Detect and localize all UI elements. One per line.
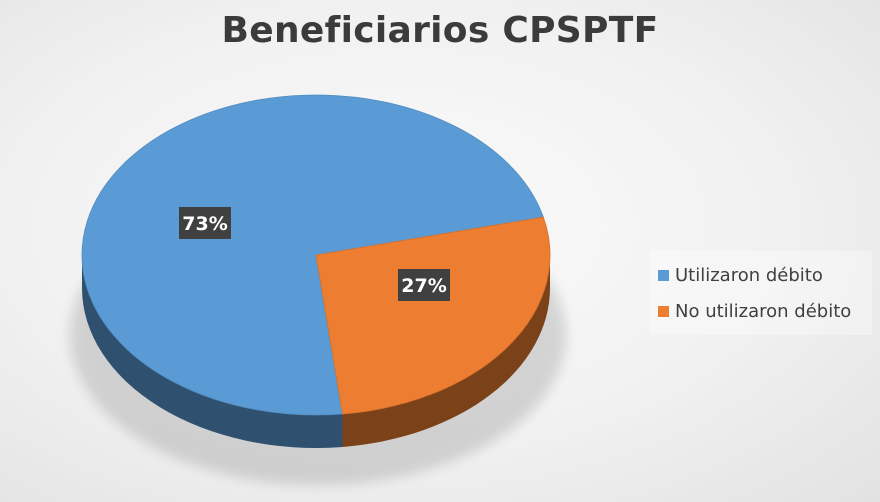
pie-slice-0 [81,94,544,416]
data-label-0: 73% [179,207,231,239]
chart-title: Beneficiarios CPSPTF [221,10,659,51]
data-label-box-0 [179,207,231,239]
legend-item-1: No utilizaron débito [658,293,872,329]
pie-slice-1 [315,216,551,415]
data-label-text-0: 73% [182,213,227,235]
legend-swatch-1 [658,305,669,317]
data-label-box-1 [398,269,450,301]
pie-slice-side-1 [342,255,550,447]
legend: Utilizaron débito No utilizaron débito [650,251,872,335]
pie-slice-side-0 [82,255,343,448]
legend-label-0: Utilizaron débito [675,264,823,286]
data-label-text-1: 27% [401,275,446,297]
legend-item-0: Utilizaron débito [658,257,872,293]
legend-label-1: No utilizaron débito [675,300,852,322]
legend-swatch-0 [658,269,669,281]
data-label-1: 27% [398,269,450,301]
